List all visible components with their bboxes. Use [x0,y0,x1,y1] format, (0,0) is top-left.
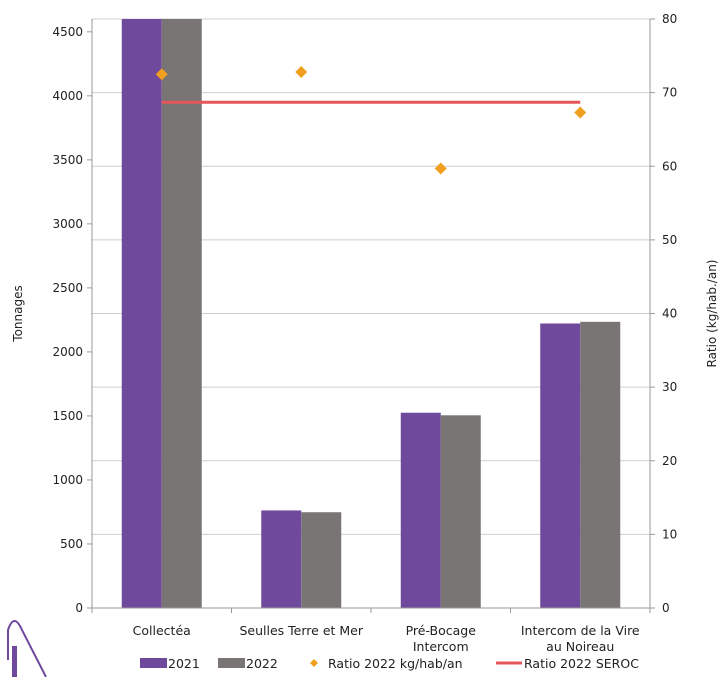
legend-label-2: Ratio 2022 kg/hab/an [328,656,463,671]
logo-fragment-bar [12,646,17,677]
y-right-tick-label-7: 70 [662,86,677,100]
y-right-tick-label-5: 50 [662,233,677,247]
ratio-marker-0 [155,68,168,81]
bar-2022-2 [440,415,481,608]
y-left-tick-label-6: 3000 [52,217,83,231]
legend-label-0: 2021 [168,656,200,671]
y-right-tick-label-0: 0 [662,601,670,615]
y-left-tick-label-0: 0 [75,601,83,615]
bar-2022-0 [161,19,202,608]
category-label-2-1: Intercom [413,639,469,654]
y-right-tick-label-1: 10 [662,527,677,541]
category-label-2-0: Pré-Bocage [406,623,477,638]
y-axis-title-left: Tonnages [11,285,25,342]
bar-2022-3 [580,321,621,608]
legend-label-3: Ratio 2022 SEROC [524,656,639,671]
y-left-tick-label-1: 500 [60,537,83,551]
y-left-tick-label-4: 2000 [52,345,83,359]
y-left-tick-label-8: 4000 [52,89,83,103]
logo-fragment-outline [7,620,47,678]
bar-2021-0 [121,19,162,608]
legend-swatch-ratio [310,659,318,667]
category-label-1-0: Seulles Terre et Mer [240,623,364,638]
bar-2021-1 [261,510,302,608]
y-right-tick-label-2: 20 [662,454,677,468]
category-label-0-0: Collectéa [133,623,191,638]
ratio-marker-1 [295,66,308,79]
legend-swatch-2021 [140,658,167,668]
y-left-tick-label-5: 2500 [52,281,83,295]
bar-2022-1 [301,512,342,608]
y-right-tick-label-3: 30 [662,380,677,394]
y-left-tick-label-2: 1000 [52,473,83,487]
bar-2021-3 [540,323,581,608]
category-label-3-1: au Noireau [546,639,614,654]
y-axis-title-right: Ratio (kg/hab./an) [705,260,719,368]
ratio-marker-3 [574,106,587,119]
y-right-tick-label-6: 60 [662,159,677,173]
bar-2021-2 [400,412,441,608]
y-left-tick-label-7: 3500 [52,153,83,167]
legend-swatch-2022 [218,658,245,668]
category-label-3-0: Intercom de la Vire [521,623,640,638]
y-left-tick-label-9: 4500 [52,25,83,39]
y-left-tick-label-3: 1500 [52,409,83,423]
y-right-tick-label-4: 40 [662,307,677,321]
legend-label-1: 2022 [246,656,278,671]
ratio-marker-2 [434,162,447,175]
y-right-tick-label-8: 80 [662,12,677,26]
